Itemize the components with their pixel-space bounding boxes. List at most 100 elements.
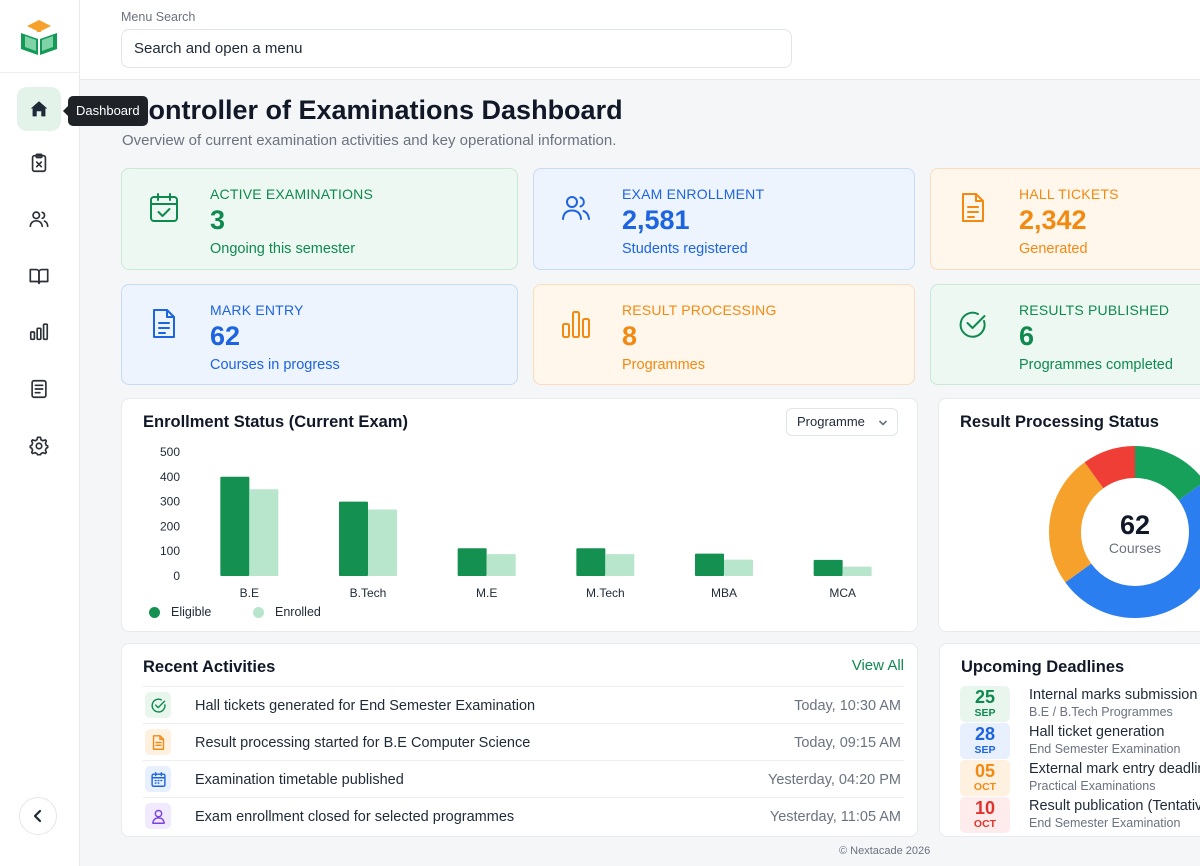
- deadline-title: Hall ticket generation: [1029, 724, 1165, 740]
- sidebar-item-examinations[interactable]: [17, 141, 61, 185]
- bar-chart-icon: [562, 311, 590, 338]
- sidebar-item-courses[interactable]: [17, 254, 61, 298]
- deadline-row[interactable]: 10 OCT Result publication (Tentative) En…: [960, 797, 1200, 834]
- stat-subtext: Students registered: [622, 241, 748, 257]
- bar-eligible-mtech[interactable]: [576, 548, 606, 576]
- x-tick-label: B.Tech: [350, 586, 387, 600]
- stat-card-exam-enrollment[interactable]: EXAM ENROLLMENT 2,581 Students registere…: [533, 168, 915, 270]
- sidebar-item-users[interactable]: [17, 197, 61, 241]
- x-tick-label: M.Tech: [586, 586, 625, 600]
- activity-icon-box: [145, 692, 171, 718]
- bar-eligible-btech[interactable]: [339, 501, 368, 576]
- clipboard-x-icon: [31, 153, 47, 173]
- x-tick-label: MBA: [711, 586, 737, 600]
- stat-card-hall-tickets[interactable]: HALL TICKETS 2,342 Generated: [930, 168, 1200, 270]
- donut-segment[interactable]: [1049, 446, 1200, 618]
- deadline-row[interactable]: 28 SEP Hall ticket generation End Semest…: [960, 723, 1200, 760]
- enrollment-chart-panel: Enrollment Status (Current Exam) Program…: [121, 398, 918, 632]
- stat-value: 6: [1019, 321, 1035, 351]
- programme-select-value: Programme: [797, 414, 865, 429]
- check-circle-icon: [959, 311, 986, 338]
- stat-subtext: Generated: [1019, 241, 1088, 257]
- activity-row[interactable]: Hall tickets generated for End Semester …: [143, 686, 904, 723]
- check-circle-icon: [151, 698, 166, 713]
- donut-segment[interactable]: [1049, 446, 1200, 618]
- stat-card-result-processing[interactable]: RESULT PROCESSING 8 Programmes: [533, 284, 915, 385]
- x-tick-label: MCA: [829, 586, 856, 600]
- deadline-subtitle: End Semester Examination: [1029, 816, 1181, 830]
- sidebar-item-settings[interactable]: [17, 424, 61, 468]
- activity-icon-box: [145, 803, 171, 829]
- view-all-link[interactable]: View All: [851, 657, 904, 674]
- stat-value: 3: [210, 205, 226, 235]
- bar-enrolled-be[interactable]: [249, 489, 279, 576]
- deadline-month: OCT: [973, 781, 997, 793]
- recent-activities-panel: Recent Activities View All Hall tickets …: [121, 643, 918, 837]
- sidebar-item-dashboard[interactable]: [17, 87, 61, 131]
- footer-copyright: © Nextacade 2026: [839, 845, 931, 857]
- recent-activities-title: Recent Activities: [143, 658, 276, 676]
- y-tick-label: 0: [173, 569, 180, 583]
- page-subtitle: Overview of current examination activiti…: [122, 132, 617, 149]
- sidebar-item-documents[interactable]: [17, 367, 61, 411]
- users-icon: [29, 211, 49, 228]
- deadline-row[interactable]: 25 SEP Internal marks submission B.E / B…: [960, 686, 1200, 723]
- activity-icon-box: [145, 766, 171, 792]
- stat-subtext: Ongoing this semester: [210, 241, 356, 257]
- activity-row[interactable]: Exam enrollment closed for selected prog…: [143, 797, 904, 834]
- bar-enrolled-mtech[interactable]: [605, 554, 635, 576]
- enrollment-bar-chart: 0 100 200 300 400 500 B.E B.Tech M.E M.Tech MBA MCA: [160, 445, 872, 600]
- search-input[interactable]: [121, 29, 792, 68]
- deadline-day: 25: [974, 687, 996, 707]
- programme-select[interactable]: Programme: [786, 408, 898, 436]
- stat-card-results-published[interactable]: RESULTS PUBLISHED 6 Programmes completed: [930, 284, 1200, 385]
- user-icon: [151, 809, 165, 824]
- chevron-left-icon: [33, 809, 42, 823]
- deadline-month: SEP: [974, 707, 996, 719]
- donut-segment[interactable]: [1049, 446, 1200, 618]
- graduation-book-logo[interactable]: [18, 18, 60, 58]
- bar-enrolled-mca[interactable]: [842, 566, 872, 576]
- deadline-title: Internal marks submission: [1029, 687, 1198, 703]
- deadline-date-badge: 28 SEP: [960, 723, 1010, 759]
- bar-eligible-mca[interactable]: [813, 559, 843, 576]
- bar-eligible-be[interactable]: [220, 476, 250, 576]
- deadline-subtitle: End Semester Examination: [1029, 742, 1181, 756]
- topbar: Menu Search: [80, 0, 1200, 80]
- collapse-sidebar-button[interactable]: [19, 797, 57, 835]
- deadline-day: 10: [974, 798, 996, 818]
- donut-center-label: Courses: [1109, 540, 1161, 556]
- deadline-subtitle: Practical Examinations: [1029, 779, 1156, 793]
- bar-enrolled-btech[interactable]: [368, 509, 397, 576]
- deadline-day: 05: [974, 761, 996, 781]
- bar-enrolled-me[interactable]: [486, 554, 516, 576]
- activity-time: Today, 10:30 AM: [794, 698, 901, 714]
- dashboard-tooltip: Dashboard: [63, 96, 148, 126]
- users-icon: [562, 196, 590, 220]
- stat-value: 8: [622, 321, 638, 351]
- bar-eligible-me[interactable]: [457, 548, 487, 576]
- stat-label: RESULTS PUBLISHED: [1019, 302, 1170, 318]
- deadline-date-badge: 25 SEP: [960, 686, 1010, 722]
- file-text-icon: [962, 193, 984, 222]
- activity-row[interactable]: Examination timetable published Yesterda…: [143, 760, 904, 797]
- search-label: Menu Search: [121, 10, 196, 24]
- result-processing-panel: Result Processing Status 62 Courses: [938, 398, 1200, 632]
- deadline-subtitle: B.E / B.Tech Programmes: [1029, 705, 1173, 719]
- legend-eligible: Eligible: [149, 605, 211, 619]
- stat-card-mark-entry[interactable]: MARK ENTRY 62 Courses in progress: [121, 284, 518, 385]
- bar-eligible-mba[interactable]: [695, 553, 724, 576]
- stat-card-active-examinations[interactable]: ACTIVE EXAMINATIONS 3 Ongoing this semes…: [121, 168, 518, 270]
- deadline-date-badge: 05 OCT: [960, 760, 1010, 796]
- stat-subtext: Courses in progress: [210, 357, 340, 373]
- activity-row[interactable]: Result processing started for B.E Comput…: [143, 723, 904, 760]
- deadline-row[interactable]: 05 OCT External mark entry deadline Prac…: [960, 760, 1200, 797]
- stat-label: RESULT PROCESSING: [622, 302, 777, 318]
- bar-enrolled-mba[interactable]: [724, 559, 753, 576]
- calendar-icon: [150, 771, 166, 787]
- calendar-check-icon: [150, 193, 178, 222]
- deadline-day: 28: [974, 724, 996, 744]
- legend-label: Eligible: [171, 605, 212, 619]
- sidebar-item-reports[interactable]: [17, 310, 61, 354]
- legend-label: Enrolled: [275, 605, 321, 619]
